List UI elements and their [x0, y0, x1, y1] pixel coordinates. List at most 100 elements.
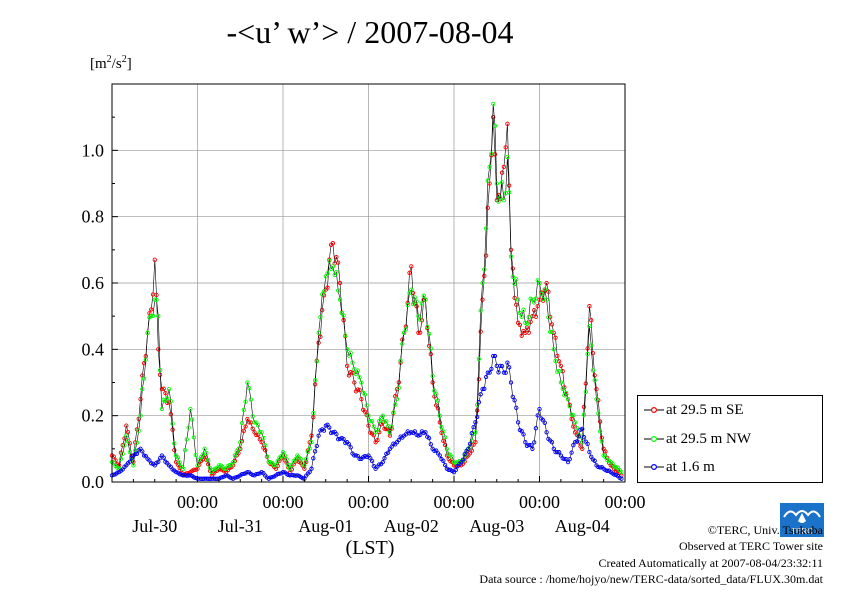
- footer-source: Data source : /home/hojyo/new/TERC-data/…: [479, 572, 823, 586]
- series-point-2: [312, 449, 318, 454]
- series-point-1: [412, 295, 417, 300]
- series-point-1: [207, 465, 213, 471]
- series-point-2: [542, 420, 547, 425]
- series-point-1: [589, 343, 594, 348]
- series-point-1: [145, 330, 150, 335]
- series-point-2: [245, 469, 250, 475]
- series-point-2: [491, 353, 496, 359]
- series-point-1: [483, 226, 489, 231]
- series-point-0: [161, 386, 166, 391]
- series-point-2: [485, 370, 490, 375]
- x-tick-date: Aug-03: [469, 516, 524, 536]
- y-tick-label: 1.0: [82, 140, 105, 160]
- series-point-2: [223, 473, 229, 478]
- series-point-2: [587, 449, 592, 455]
- series-point-1: [323, 274, 328, 279]
- x-tick-time: 00:00: [262, 492, 303, 512]
- series-point-1: [432, 388, 437, 393]
- series-point-2: [134, 451, 140, 456]
- series-point-1: [599, 439, 604, 444]
- series-point-1: [377, 418, 382, 424]
- x-tick-time: 00:00: [519, 492, 560, 512]
- series-point-0: [241, 428, 246, 433]
- series-point-2: [307, 469, 312, 475]
- series-point-1: [149, 314, 154, 319]
- series-point-1: [548, 329, 553, 335]
- series-point-2: [309, 466, 314, 471]
- series-point-2: [476, 400, 482, 405]
- series-point-0: [346, 373, 352, 378]
- series-point-1: [605, 457, 610, 463]
- series-point-1: [514, 277, 519, 282]
- series-point-0: [352, 380, 357, 385]
- series-point-2: [434, 448, 439, 453]
- axis-layer: 0.00.20.40.60.81.000:00Jul-3000:00Jul-31…: [82, 116, 646, 536]
- series-point-1: [371, 424, 376, 429]
- series-point-1: [544, 297, 549, 302]
- series-point-1: [122, 443, 127, 448]
- series-point-1: [499, 180, 505, 185]
- series-point-1: [355, 368, 360, 373]
- series-point-2: [605, 468, 610, 473]
- series-point-1: [343, 333, 348, 338]
- series-point-0: [485, 205, 490, 210]
- series-point-0: [304, 459, 309, 465]
- series-point-1: [603, 454, 608, 460]
- series-point-2: [177, 472, 182, 477]
- series-point-1: [236, 446, 241, 452]
- series-point-2: [526, 442, 531, 448]
- series-point-0: [478, 329, 483, 334]
- series-point-1: [508, 254, 514, 259]
- legend-label-nw: at 29.5 m NW: [666, 430, 751, 447]
- series-point-1: [320, 292, 325, 297]
- series-point-1: [476, 356, 482, 362]
- series-point-0: [434, 403, 439, 408]
- legend-marker-low: [644, 463, 664, 471]
- series-point-1: [239, 420, 245, 426]
- series-point-2: [403, 432, 409, 437]
- series-point-0: [512, 295, 517, 301]
- series-point-0: [546, 289, 551, 294]
- series-point-2: [530, 446, 535, 451]
- series-point-1: [165, 396, 170, 401]
- series-point-0: [138, 396, 143, 402]
- series-point-0: [263, 448, 268, 453]
- series-point-0: [581, 404, 587, 410]
- series-point-0: [247, 420, 252, 425]
- series-point-1: [172, 441, 177, 446]
- series-point-2: [505, 360, 510, 365]
- series-point-2: [336, 437, 341, 442]
- series-point-1: [537, 280, 542, 286]
- series-point-1: [120, 451, 125, 457]
- series-point-2: [565, 459, 571, 465]
- series-point-2: [523, 440, 528, 445]
- series-point-1: [150, 313, 156, 318]
- series-point-0: [491, 115, 496, 120]
- series-point-0: [254, 432, 259, 438]
- series-point-0: [482, 273, 487, 279]
- series-point-1: [409, 287, 414, 292]
- series-point-0: [499, 170, 505, 175]
- series-point-1: [507, 190, 512, 195]
- series-point-1: [206, 458, 211, 463]
- y-axis-unit: [m2/s2]: [90, 54, 132, 72]
- series-point-2: [576, 434, 581, 439]
- series-point-2: [423, 430, 428, 435]
- series-point-1: [444, 446, 450, 451]
- series-point-1: [325, 271, 330, 276]
- series-point-1: [327, 258, 332, 263]
- series-point-1: [485, 178, 490, 183]
- series-point-0: [316, 340, 321, 345]
- series-point-1: [382, 419, 387, 424]
- series-point-1: [590, 368, 596, 373]
- series-point-1: [512, 281, 517, 287]
- series-point-0: [418, 330, 423, 335]
- series-point-1: [222, 466, 227, 471]
- series-point-1: [280, 449, 286, 455]
- series-point-0: [407, 270, 412, 275]
- series-point-2: [473, 420, 478, 425]
- series-point-1: [140, 386, 145, 392]
- series-point-0: [594, 386, 599, 392]
- series-point-1: [510, 274, 515, 280]
